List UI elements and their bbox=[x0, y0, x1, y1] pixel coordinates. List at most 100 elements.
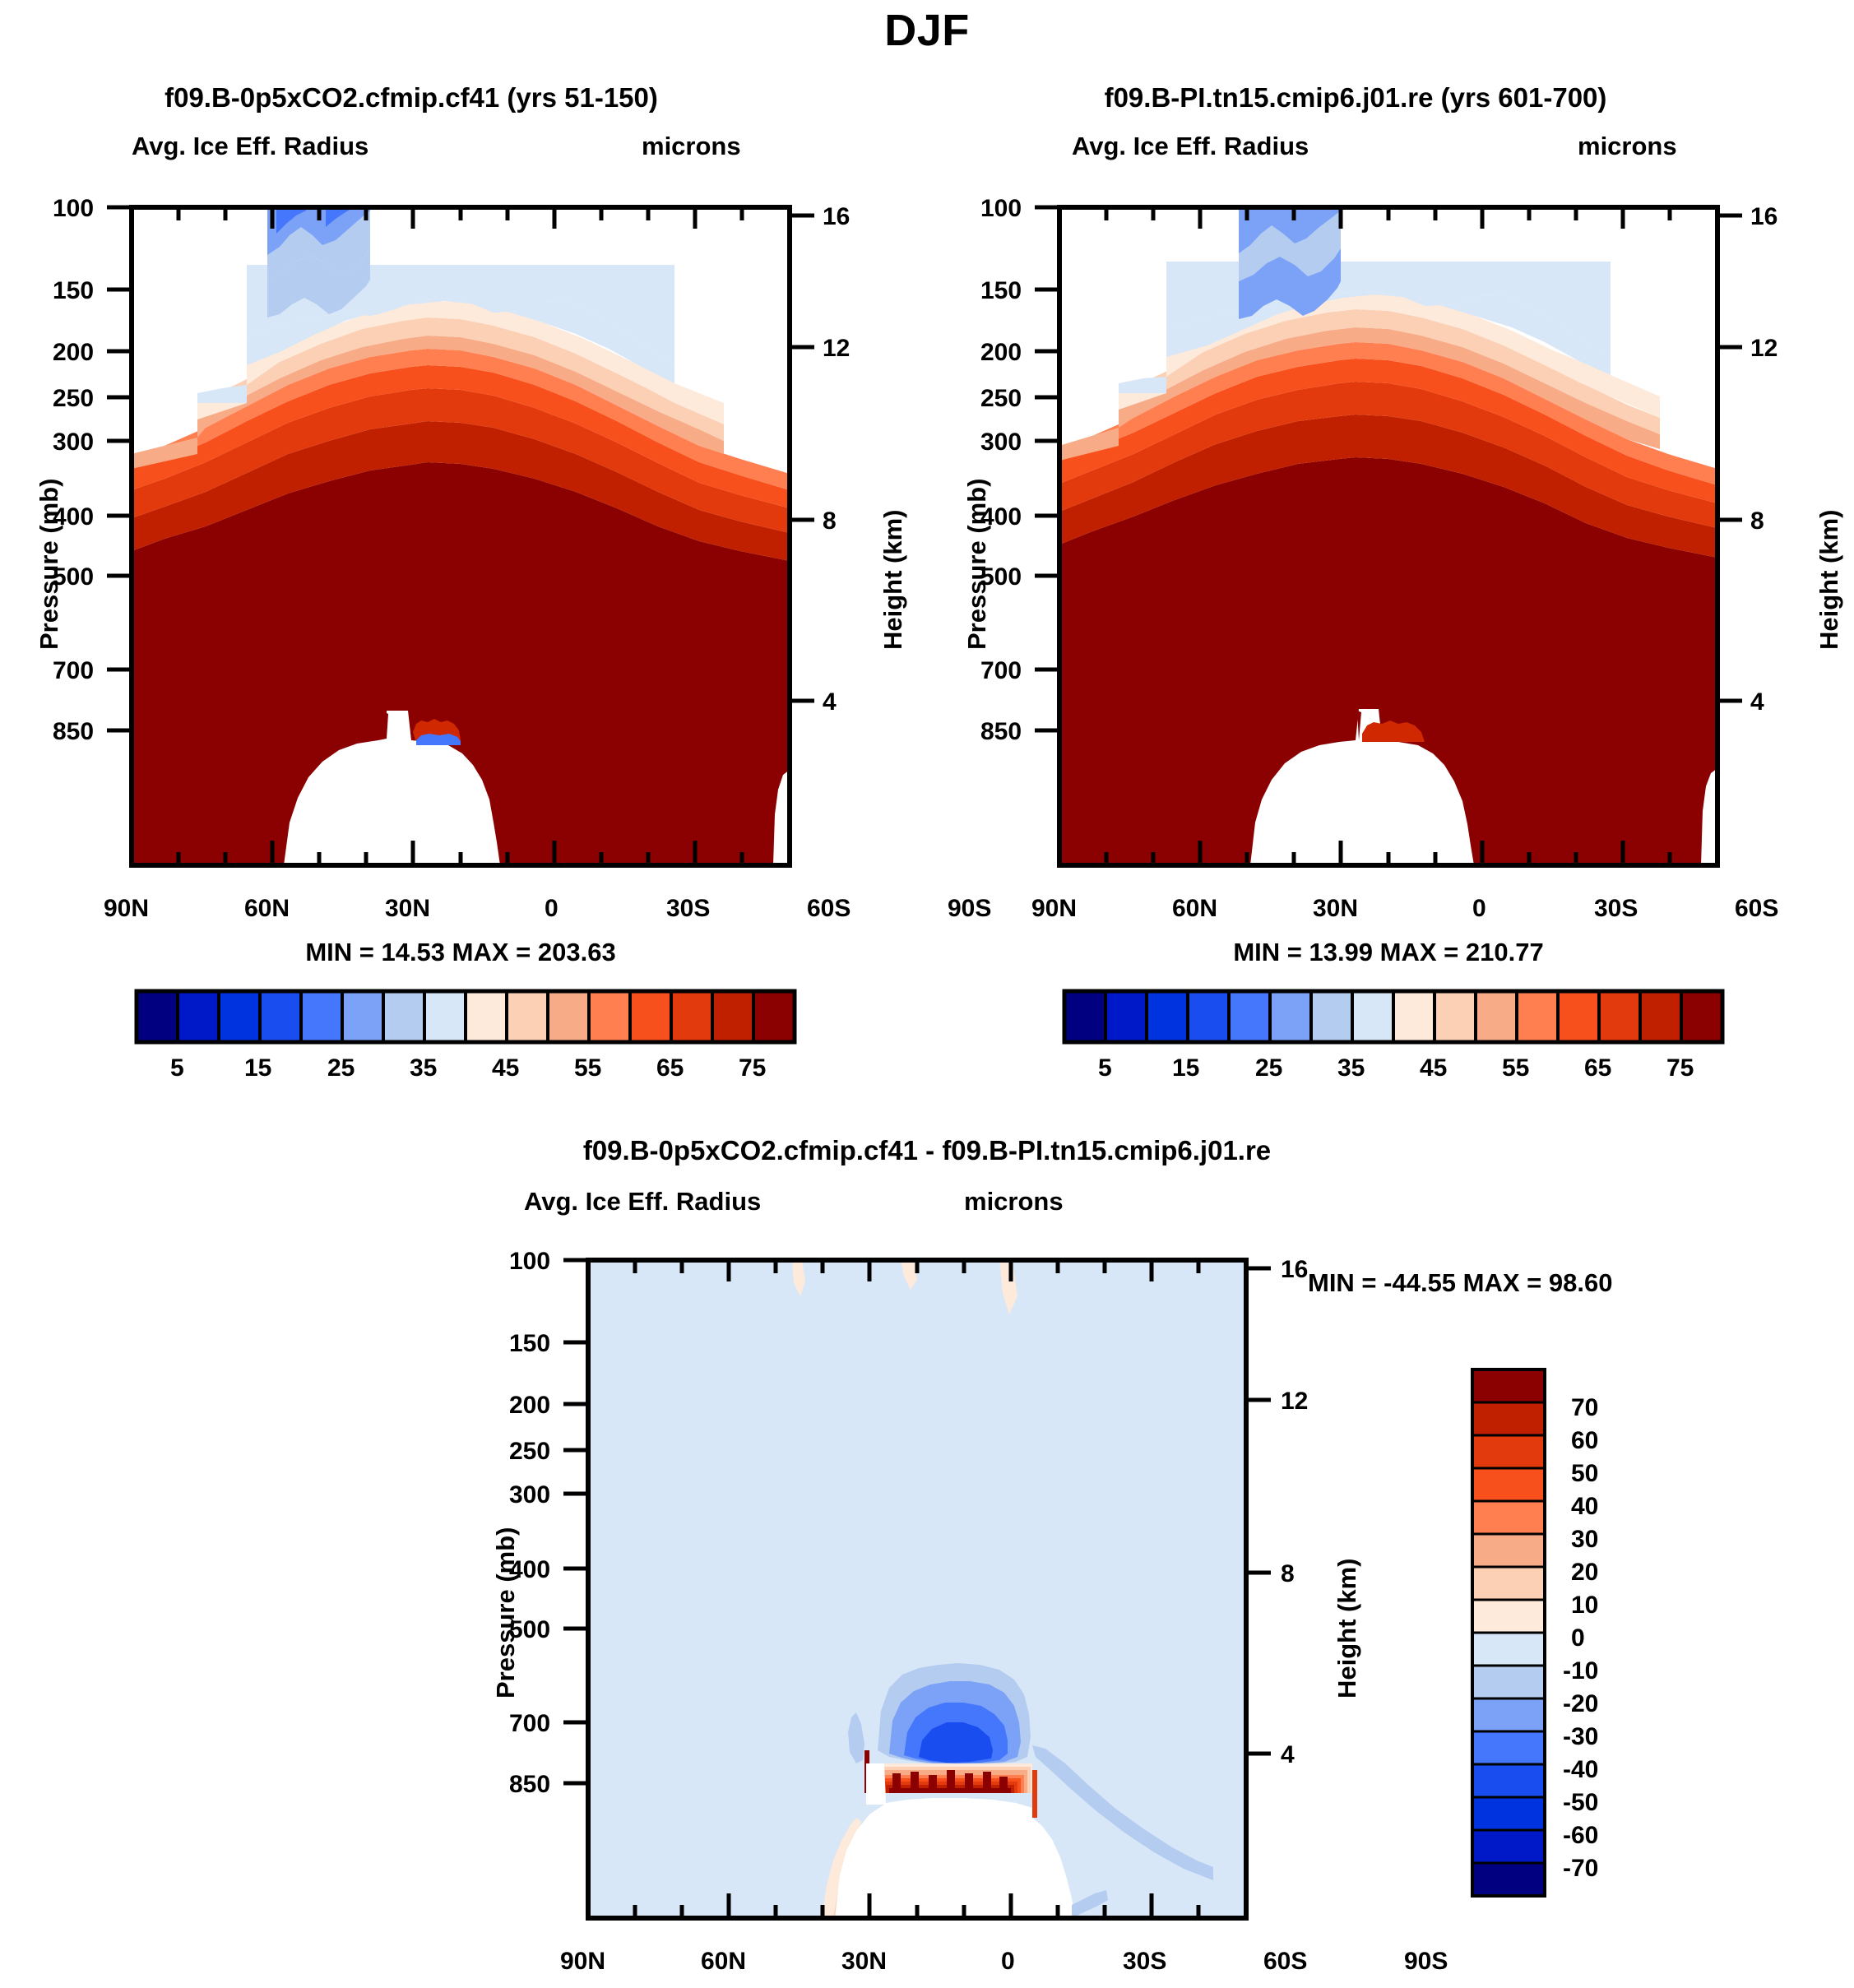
colorbar-left bbox=[134, 989, 797, 1045]
tick-lat-60N-diff: 60N bbox=[701, 1948, 747, 1975]
tick-pressure-400: 400 bbox=[53, 503, 95, 531]
tick-height-12-right: 12 bbox=[1750, 335, 1778, 362]
colorbar-cell bbox=[1227, 989, 1272, 1044]
tick-lat-0: 0 bbox=[545, 895, 559, 922]
colorbar-cell bbox=[1471, 1828, 1546, 1865]
cbar-right-5: 5 bbox=[1098, 1054, 1112, 1082]
cbar-diff-0: 0 bbox=[1571, 1624, 1585, 1652]
colorbar-cell bbox=[1392, 989, 1436, 1044]
cbar-diff-70: 70 bbox=[1571, 1394, 1599, 1421]
tick-lat-60S-right: 60S bbox=[1735, 895, 1779, 922]
panel-diff-plot bbox=[563, 1258, 1271, 1921]
colorbar-cell bbox=[1104, 989, 1148, 1044]
colorbar-cell bbox=[1063, 989, 1107, 1044]
tick-lat-90S: 90S bbox=[948, 895, 992, 922]
panel-left-variable: Avg. Ice Eff. Radius bbox=[132, 132, 369, 160]
tick-height-8-right: 8 bbox=[1750, 507, 1764, 535]
colorbar-cell bbox=[1471, 1796, 1546, 1832]
cbar-diff-50: 50 bbox=[1571, 1460, 1599, 1487]
cbar-diff-m70: -70 bbox=[1563, 1855, 1599, 1882]
tick-height-8: 8 bbox=[823, 507, 837, 535]
cbar-diff-m40: -40 bbox=[1563, 1756, 1599, 1783]
colorbar-cell bbox=[1471, 1565, 1546, 1601]
tick-pressure-250-diff: 250 bbox=[509, 1438, 551, 1465]
cbar-left-45: 45 bbox=[492, 1054, 520, 1082]
tick-lat-90N: 90N bbox=[104, 895, 150, 922]
tick-lat-30S: 30S bbox=[666, 895, 711, 922]
tick-pressure-200-right: 200 bbox=[980, 339, 1022, 366]
colorbar-cell bbox=[505, 989, 549, 1044]
colorbar-cell bbox=[711, 989, 755, 1044]
colorbar-cell bbox=[135, 989, 179, 1044]
tick-pressure-250-right: 250 bbox=[980, 385, 1022, 412]
tick-height-12: 12 bbox=[823, 335, 851, 362]
colorbar-cell bbox=[176, 989, 220, 1044]
colorbar-cell bbox=[1471, 1631, 1546, 1667]
cbar-diff-30: 30 bbox=[1571, 1526, 1599, 1553]
tick-pressure-100: 100 bbox=[53, 195, 95, 222]
cbar-right-45: 45 bbox=[1420, 1054, 1448, 1082]
panel-right-title: f09.B-PI.tn15.cmip6.j01.re (yrs 601-700) bbox=[1104, 82, 1607, 113]
colorbar-cell bbox=[1471, 1763, 1546, 1799]
tick-pressure-100-diff: 100 bbox=[509, 1248, 551, 1275]
colorbar-cell bbox=[1309, 989, 1354, 1044]
cbar-left-15: 15 bbox=[244, 1054, 272, 1082]
colorbar-cell bbox=[1351, 989, 1395, 1044]
cbar-diff-m60: -60 bbox=[1563, 1822, 1599, 1849]
colorbar-cell bbox=[1145, 989, 1189, 1044]
colorbar-cell bbox=[382, 989, 426, 1044]
colorbar-cell bbox=[423, 989, 467, 1044]
panel-left-minmax: MIN = 14.53 MAX = 203.63 bbox=[305, 938, 616, 966]
tick-lat-90N-diff: 90N bbox=[560, 1948, 606, 1975]
tick-pressure-100-right: 100 bbox=[980, 195, 1022, 222]
panel-diff-units: microns bbox=[964, 1187, 1064, 1216]
tick-pressure-150: 150 bbox=[53, 277, 95, 304]
tick-pressure-400-diff: 400 bbox=[509, 1556, 551, 1583]
tick-height-12-diff: 12 bbox=[1281, 1388, 1309, 1415]
panel-right-minmax: MIN = 13.99 MAX = 210.77 bbox=[1233, 938, 1544, 966]
tick-lat-0-diff: 0 bbox=[1001, 1948, 1015, 1975]
tick-height-16-diff: 16 bbox=[1281, 1256, 1309, 1283]
panel-right-units: microns bbox=[1578, 132, 1677, 160]
cbar-diff-20: 20 bbox=[1571, 1559, 1599, 1586]
colorbar-cell bbox=[628, 989, 673, 1044]
colorbar-cell bbox=[1433, 989, 1477, 1044]
tick-pressure-300-diff: 300 bbox=[509, 1481, 551, 1508]
tick-lat-30N: 30N bbox=[385, 895, 431, 922]
cbar-left-25: 25 bbox=[327, 1054, 355, 1082]
tick-pressure-400-right: 400 bbox=[980, 503, 1022, 531]
panel-diff-variable: Avg. Ice Eff. Radius bbox=[524, 1187, 762, 1216]
colorbar-cell bbox=[1471, 1532, 1546, 1569]
panel-left-units: microns bbox=[642, 132, 741, 160]
tick-pressure-850-right: 850 bbox=[980, 718, 1022, 745]
colorbar-cell bbox=[1680, 989, 1724, 1044]
panel-diff-minmax: MIN = -44.55 MAX = 98.60 bbox=[1308, 1268, 1613, 1297]
colorbar-cell bbox=[217, 989, 262, 1044]
cbar-right-55: 55 bbox=[1502, 1054, 1530, 1082]
cbar-left-75: 75 bbox=[739, 1054, 767, 1082]
tick-lat-30N-right: 30N bbox=[1313, 895, 1359, 922]
tick-height-4: 4 bbox=[823, 688, 837, 716]
tick-height-4-right: 4 bbox=[1750, 688, 1764, 716]
tick-pressure-500-diff: 500 bbox=[509, 1616, 551, 1643]
tick-pressure-300-right: 300 bbox=[980, 429, 1022, 456]
panel-diff-title: f09.B-0p5xCO2.cfmip.cf41 - f09.B-PI.tn15… bbox=[582, 1135, 1272, 1165]
colorbar-cell bbox=[1471, 1598, 1546, 1634]
tick-height-4-diff: 4 bbox=[1281, 1741, 1295, 1768]
colorbar-diff bbox=[1471, 1368, 1546, 1898]
colorbar-cell bbox=[1471, 1499, 1546, 1536]
tick-pressure-700: 700 bbox=[53, 657, 95, 684]
cbar-diff-40: 40 bbox=[1571, 1493, 1599, 1520]
colorbar-cell bbox=[1556, 989, 1601, 1044]
colorbar-cell bbox=[1515, 989, 1560, 1044]
panel-left-title: f09.B-0p5xCO2.cfmip.cf41 (yrs 51-150) bbox=[165, 82, 658, 113]
colorbar-cell bbox=[1471, 1664, 1546, 1700]
colorbar-right bbox=[1062, 989, 1725, 1045]
tick-lat-60S-diff: 60S bbox=[1263, 1948, 1308, 1975]
tick-pressure-500-right: 500 bbox=[980, 563, 1022, 591]
tick-lat-90N-right: 90N bbox=[1031, 895, 1078, 922]
colorbar-cell bbox=[1471, 1401, 1546, 1437]
colorbar-cell bbox=[1268, 989, 1313, 1044]
colorbar-cell bbox=[1638, 989, 1683, 1044]
cbar-right-65: 65 bbox=[1584, 1054, 1612, 1082]
